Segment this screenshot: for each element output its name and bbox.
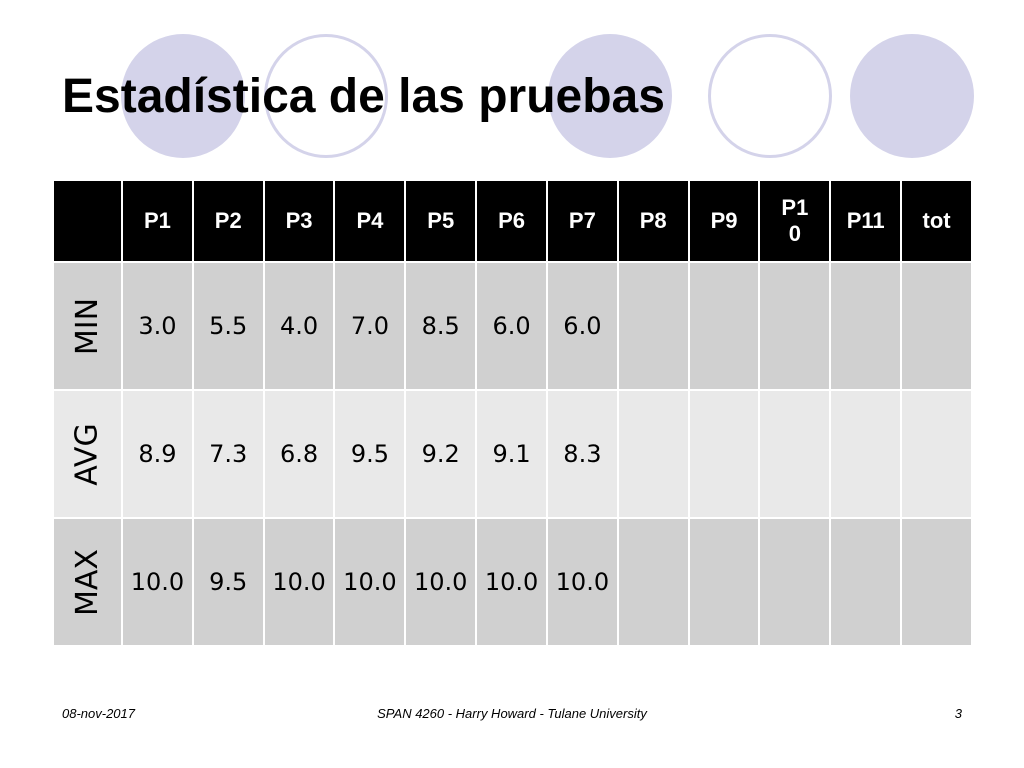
table-cell: 10.0	[545, 517, 619, 647]
table-cell: 8.9	[121, 389, 194, 519]
table-cell: 9.1	[475, 389, 548, 519]
table-cell	[758, 389, 832, 519]
table-cell: 4.0	[262, 261, 336, 391]
table-cell	[900, 261, 973, 391]
table-cell: 10.0	[404, 517, 478, 647]
table-cell: 10.0	[475, 517, 548, 647]
table-cell	[616, 517, 690, 647]
header-cell-p5: P5	[404, 179, 478, 263]
table-cell: 6.0	[545, 261, 619, 391]
table-cell	[758, 261, 832, 391]
decorative-circle	[850, 34, 974, 158]
footer-date: 08-nov-2017	[62, 706, 135, 721]
table-cell: 9.5	[333, 389, 407, 519]
decorative-circle	[121, 34, 245, 158]
header-cell-p2: P2	[191, 179, 265, 263]
stats-table: P1 P2 P3 P4 P5 P6 P7 P8 P9 P1 0 P11 tot …	[52, 179, 973, 647]
header-cell-p7: P7	[545, 179, 619, 263]
table-cell: 10.0	[333, 517, 407, 647]
row-label: MAX	[70, 548, 105, 616]
row-label: AVG	[70, 422, 105, 486]
header-cell-p10: P1 0	[758, 179, 832, 263]
table-cell: 10.0	[121, 517, 194, 647]
table-cell	[900, 517, 973, 647]
row-label-cell: MAX	[52, 517, 123, 647]
table-cell	[687, 261, 761, 391]
header-cell-p4: P4	[333, 179, 407, 263]
footer-course: SPAN 4260 - Harry Howard - Tulane Univer…	[377, 706, 647, 721]
table-cell: 7.0	[333, 261, 407, 391]
table-cell	[687, 517, 761, 647]
header-cell-p11: P11	[829, 179, 903, 263]
table-row-avg: AVG 8.9 7.3 6.8 9.5 9.2 9.1 8.3	[52, 389, 973, 519]
table-cell	[687, 389, 761, 519]
header-cell-p3: P3	[262, 179, 336, 263]
slide-title: Estadística de las pruebas	[62, 70, 665, 123]
table-cell: 6.0	[475, 261, 548, 391]
table-header-row: P1 P2 P3 P4 P5 P6 P7 P8 P9 P1 0 P11 tot	[52, 179, 973, 263]
table-cell	[616, 389, 690, 519]
header-cell-p1: P1	[121, 179, 194, 263]
table-cell	[829, 517, 903, 647]
decorative-circle	[548, 34, 672, 158]
table-cell: 3.0	[121, 261, 194, 391]
table-cell: 10.0	[262, 517, 336, 647]
header-cell-tot: tot	[900, 179, 973, 263]
row-label: MIN	[70, 297, 105, 355]
table-cell	[758, 517, 832, 647]
row-label-cell: MIN	[52, 261, 123, 391]
table-cell: 7.3	[191, 389, 265, 519]
table-row-max: MAX 10.0 9.5 10.0 10.0 10.0 10.0 10.0	[52, 517, 973, 647]
table-row-min: MIN 3.0 5.5 4.0 7.0 8.5 6.0 6.0	[52, 261, 973, 391]
footer-page-number: 3	[954, 706, 962, 721]
header-cell-p6: P6	[475, 179, 548, 263]
table-cell: 8.5	[404, 261, 478, 391]
table-cell: 8.3	[545, 389, 619, 519]
table-cell	[900, 389, 973, 519]
table-cell	[829, 389, 903, 519]
header-cell-p8: P8	[616, 179, 690, 263]
header-cell-corner	[52, 179, 123, 263]
decorative-ring	[708, 34, 832, 158]
header-cell-p9: P9	[687, 179, 761, 263]
table-cell	[616, 261, 690, 391]
table-cell	[829, 261, 903, 391]
table-cell: 9.2	[404, 389, 478, 519]
row-label-cell: AVG	[52, 389, 123, 519]
table-cell: 5.5	[191, 261, 265, 391]
table-cell: 9.5	[191, 517, 265, 647]
decorative-ring	[264, 34, 388, 158]
table-cell: 6.8	[262, 389, 336, 519]
